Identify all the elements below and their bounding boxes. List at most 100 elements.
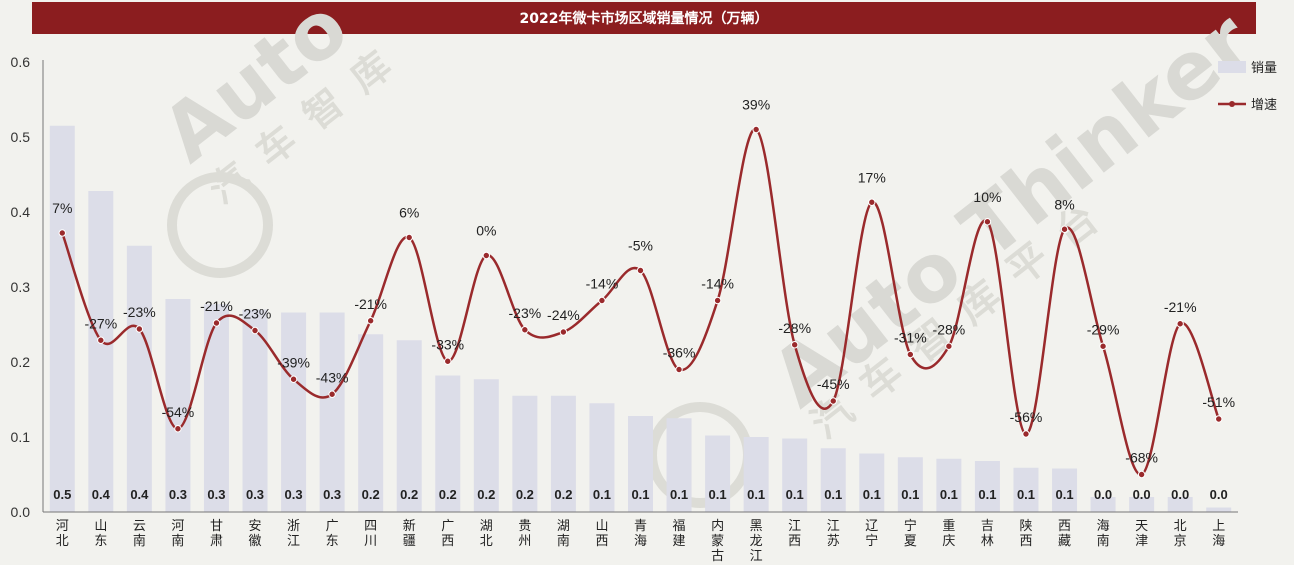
watermark-brand: Auto Thinker bbox=[754, 0, 1269, 425]
growth-label: -43% bbox=[316, 369, 349, 385]
chart-title-bar: 2022年微卡市场区域销量情况（万辆） bbox=[32, 2, 1256, 34]
bar-value-label: 0.1 bbox=[940, 487, 958, 502]
bar-sales bbox=[88, 191, 114, 512]
growth-label: -45% bbox=[817, 376, 850, 392]
growth-label: -23% bbox=[509, 305, 542, 321]
y-tick-label: 0.1 bbox=[11, 429, 31, 445]
x-category-label: 江 bbox=[287, 534, 300, 549]
growth-label: -14% bbox=[586, 276, 619, 292]
x-category-label: 四 bbox=[364, 519, 377, 534]
x-category-label: 重 bbox=[942, 518, 955, 534]
bar-sales bbox=[435, 375, 461, 512]
growth-point bbox=[1137, 470, 1146, 479]
growth-point bbox=[675, 365, 683, 374]
x-category-label: 吉 bbox=[981, 519, 994, 534]
x-category-label: 东 bbox=[94, 534, 107, 549]
growth-label: 10% bbox=[973, 189, 1001, 205]
growth-label: -14% bbox=[701, 276, 734, 292]
growth-point bbox=[251, 326, 259, 335]
bar-value-label: 0.1 bbox=[901, 487, 919, 502]
bar-value-label: 0.5 bbox=[53, 487, 71, 502]
x-category-label: 辽 bbox=[865, 519, 878, 534]
x-category-label: 黑 bbox=[750, 519, 763, 534]
x-category-label: 海 bbox=[634, 534, 647, 549]
growth-point bbox=[328, 390, 336, 398]
bar-value-label: 0.1 bbox=[631, 487, 649, 502]
growth-line bbox=[61, 128, 1220, 476]
bar-value-label: 0.1 bbox=[1055, 487, 1073, 502]
growth-label: -5% bbox=[628, 238, 653, 254]
y-tick-label: 0.2 bbox=[11, 354, 31, 370]
x-category-label: 江 bbox=[750, 549, 763, 564]
watermark-logo-icon bbox=[647, 402, 753, 508]
x-category-label: 西 bbox=[595, 534, 608, 549]
bar-value-label: 0.1 bbox=[824, 487, 842, 502]
legend-bar-swatch bbox=[1218, 61, 1246, 73]
growth-label: -29% bbox=[1087, 321, 1120, 337]
bar-sales bbox=[242, 309, 268, 512]
bar-value-label: 0.0 bbox=[1210, 487, 1228, 502]
growth-point bbox=[1176, 320, 1184, 328]
bar-value-label: 0.4 bbox=[92, 487, 111, 502]
bar-sales bbox=[512, 395, 538, 512]
growth-label: -23% bbox=[239, 306, 272, 322]
growth-point bbox=[1022, 430, 1030, 438]
x-category-label: 苏 bbox=[827, 533, 840, 549]
x-category-label: 湖 bbox=[480, 519, 493, 534]
growth-point bbox=[1215, 415, 1223, 423]
bar-sales bbox=[859, 453, 885, 512]
bar-sales bbox=[705, 435, 731, 512]
bar-sales bbox=[743, 437, 769, 512]
x-category-label: 江 bbox=[827, 519, 840, 534]
growth-point bbox=[135, 325, 144, 333]
growth-point bbox=[790, 341, 799, 349]
growth-point bbox=[752, 125, 760, 134]
y-tick-label: 0.3 bbox=[11, 279, 31, 295]
x-category-label: 浙 bbox=[287, 519, 300, 534]
growth-point bbox=[366, 317, 375, 325]
x-category-label: 青 bbox=[634, 519, 647, 534]
growth-label: -31% bbox=[894, 330, 927, 346]
growth-point bbox=[97, 336, 105, 344]
x-category-label: 建 bbox=[673, 534, 686, 549]
bar-sales bbox=[203, 304, 229, 512]
x-category-label: 东 bbox=[326, 534, 339, 549]
bar-value-label: 0.2 bbox=[400, 487, 418, 502]
growth-point bbox=[906, 350, 915, 359]
x-category-label: 宁 bbox=[904, 518, 917, 534]
growth-label: -56% bbox=[1010, 409, 1043, 425]
chart-title: 2022年微卡市场区域销量情况（万辆） bbox=[519, 11, 769, 27]
growth-point bbox=[212, 319, 221, 327]
y-tick-label: 0.6 bbox=[11, 54, 31, 70]
bar-value-label: 0.2 bbox=[362, 487, 380, 502]
legend-line-label: 增速 bbox=[1251, 98, 1277, 113]
bar-sales bbox=[974, 461, 1000, 512]
bar-value-label: 0.2 bbox=[554, 487, 572, 502]
x-category-label: 庆 bbox=[942, 534, 955, 549]
bar-value-label: 0.1 bbox=[593, 487, 611, 502]
bar-value-label: 0.1 bbox=[747, 487, 765, 502]
bar-value-label: 0.1 bbox=[670, 487, 688, 502]
growth-label: -51% bbox=[1202, 394, 1235, 410]
x-category-label: 疆 bbox=[403, 534, 416, 549]
x-category-label: 川 bbox=[364, 534, 377, 549]
bar-sales bbox=[319, 312, 345, 512]
x-category-label: 河 bbox=[171, 519, 184, 534]
growth-point bbox=[598, 296, 606, 305]
bar-value-label: 0.0 bbox=[1133, 487, 1151, 502]
x-category-label: 天 bbox=[1135, 519, 1148, 534]
y-tick-label: 0.5 bbox=[11, 129, 31, 145]
growth-point bbox=[521, 326, 529, 334]
x-category-label: 云 bbox=[133, 519, 146, 534]
bar-sales bbox=[820, 448, 846, 512]
legend-line-marker bbox=[1229, 101, 1235, 107]
growth-label: -33% bbox=[431, 336, 464, 352]
x-category-label: 江 bbox=[788, 519, 801, 534]
bar-value-label: 0.1 bbox=[709, 487, 727, 502]
growth-label: 39% bbox=[742, 97, 770, 113]
growth-label: -28% bbox=[933, 321, 966, 337]
bar-value-label: 0.1 bbox=[863, 487, 881, 502]
bar-value-label: 0.0 bbox=[1094, 487, 1112, 502]
x-category-label: 山 bbox=[595, 519, 608, 534]
